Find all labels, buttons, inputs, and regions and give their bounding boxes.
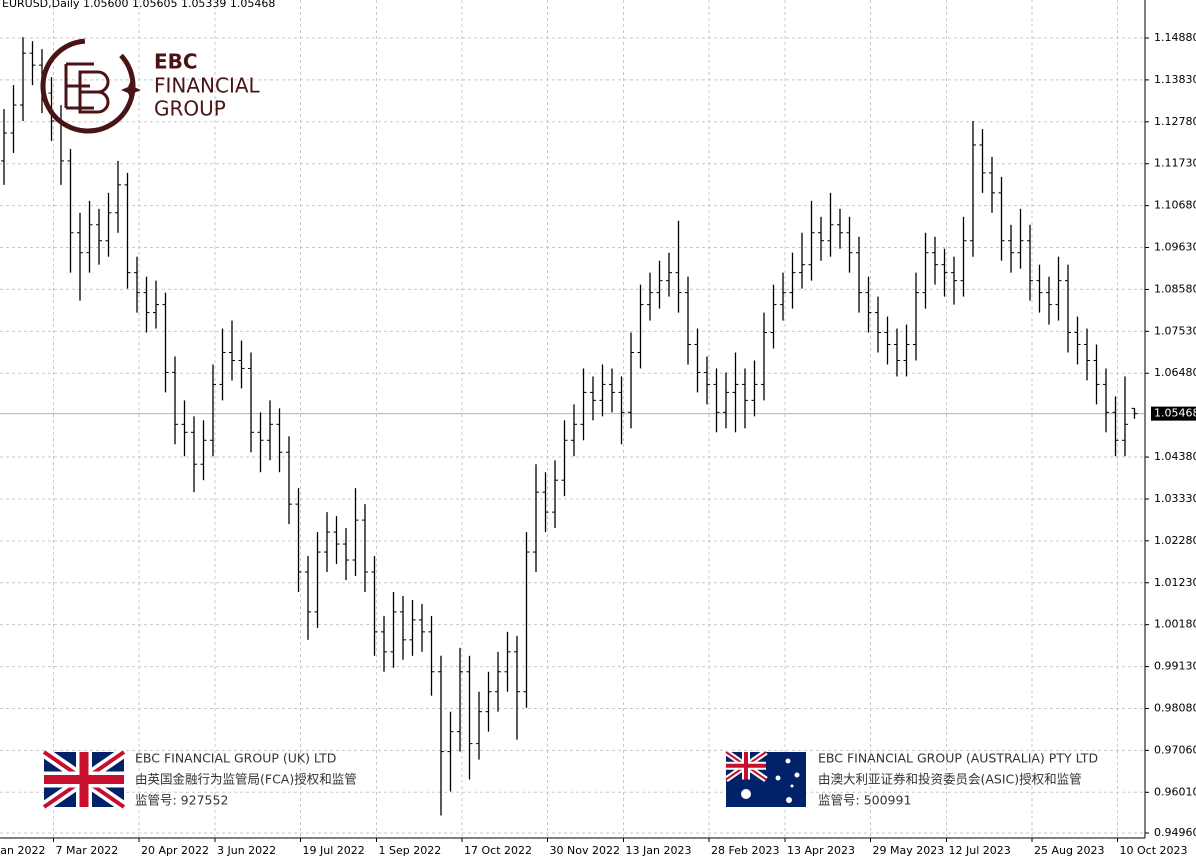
y-tick-label: 0.96010 — [1154, 785, 1196, 798]
x-tick-label: 28 Feb 2023 — [711, 844, 779, 857]
logo-ring — [40, 38, 136, 134]
y-tick-label: 1.10680 — [1154, 199, 1196, 212]
logo-star — [121, 80, 141, 100]
x-tick-label: 13 Jan 2023 — [626, 844, 692, 857]
x-tick-label: 29 May 2023 — [873, 844, 945, 857]
y-tick-label: 0.94960 — [1154, 826, 1196, 839]
y-tick-label: 1.04380 — [1154, 450, 1196, 463]
x-tick-label: 25 Aug 2023 — [1034, 844, 1104, 857]
logo: EBC FINANCIAL GROUP — [40, 38, 261, 134]
y-tick-label: 0.98080 — [1154, 701, 1196, 714]
y-tick-label: 1.14880 — [1154, 31, 1196, 44]
au-entity: EBC FINANCIAL GROUP (AUSTRALIA) PTY LTD — [818, 751, 1098, 766]
logo-text: FINANCIAL — [154, 74, 261, 98]
x-tick-label: 1 Sep 2022 — [379, 844, 442, 857]
uk-license: 监管号: 927552 — [135, 793, 228, 808]
x-tick-label: 19 Jul 2022 — [303, 844, 365, 857]
au-regulator: 由澳大利亚证券和投资委员会(ASIC)授权和监管 — [818, 772, 1082, 787]
y-tick-label: 1.03330 — [1154, 492, 1196, 505]
y-tick-label: 1.12780 — [1154, 115, 1196, 128]
grid — [0, 0, 1145, 838]
bars — [1, 37, 1138, 816]
y-tick-label: 0.99130 — [1154, 660, 1196, 673]
uk-entity: EBC FINANCIAL GROUP (UK) LTD — [135, 751, 336, 766]
y-tick-label: 1.09630 — [1154, 241, 1196, 254]
header: EURUSD,Daily 1.05600 1.05605 1.05339 1.0… — [2, 0, 275, 10]
logo-mark — [64, 62, 110, 114]
y-tick-label: 1.06480 — [1154, 366, 1196, 379]
last-price-label: 1.05468 — [1154, 407, 1196, 420]
y-tick-label: 1.01230 — [1154, 576, 1196, 589]
au-flag — [724, 749, 806, 807]
uk-flag — [40, 747, 128, 812]
logo-text: EBC — [154, 50, 198, 74]
y-tick-label: 1.13830 — [1154, 73, 1196, 86]
y-tick-label: 1.08580 — [1154, 282, 1196, 295]
uk-regulator: 由英国金融行为监管局(FCA)授权和监管 — [135, 772, 357, 787]
y-tick-label: 1.02280 — [1154, 534, 1196, 547]
y-tick-label: 1.07530 — [1154, 324, 1196, 337]
x-tick-label: 10 Oct 2023 — [1120, 844, 1188, 857]
y-tick-label: 1.00180 — [1154, 618, 1196, 631]
au-license: 监管号: 500991 — [818, 793, 911, 808]
x-tick-label: 7 Mar 2022 — [56, 844, 119, 857]
logo-text: GROUP — [154, 97, 226, 121]
x-tick-label: 20 Apr 2022 — [141, 844, 209, 857]
x-tick-label: 30 Nov 2022 — [550, 844, 620, 857]
y-tick-label: 0.97060 — [1154, 743, 1196, 756]
x-tick-label: 12 Jul 2023 — [949, 844, 1011, 857]
x-tick-label: 20 Jan 2022 — [0, 844, 45, 857]
last-price-box — [1151, 406, 1196, 421]
x-tick-label: 13 Apr 2023 — [787, 844, 855, 857]
x-tick-label: 3 Jun 2022 — [217, 844, 276, 857]
x-tick-label: 17 Oct 2022 — [464, 844, 532, 857]
axes: 1.14880 1.13830 1.12780 1.11730 1.10680 1.096… — [0, 31, 1196, 857]
y-tick-label: 1.11730 — [1154, 157, 1196, 170]
